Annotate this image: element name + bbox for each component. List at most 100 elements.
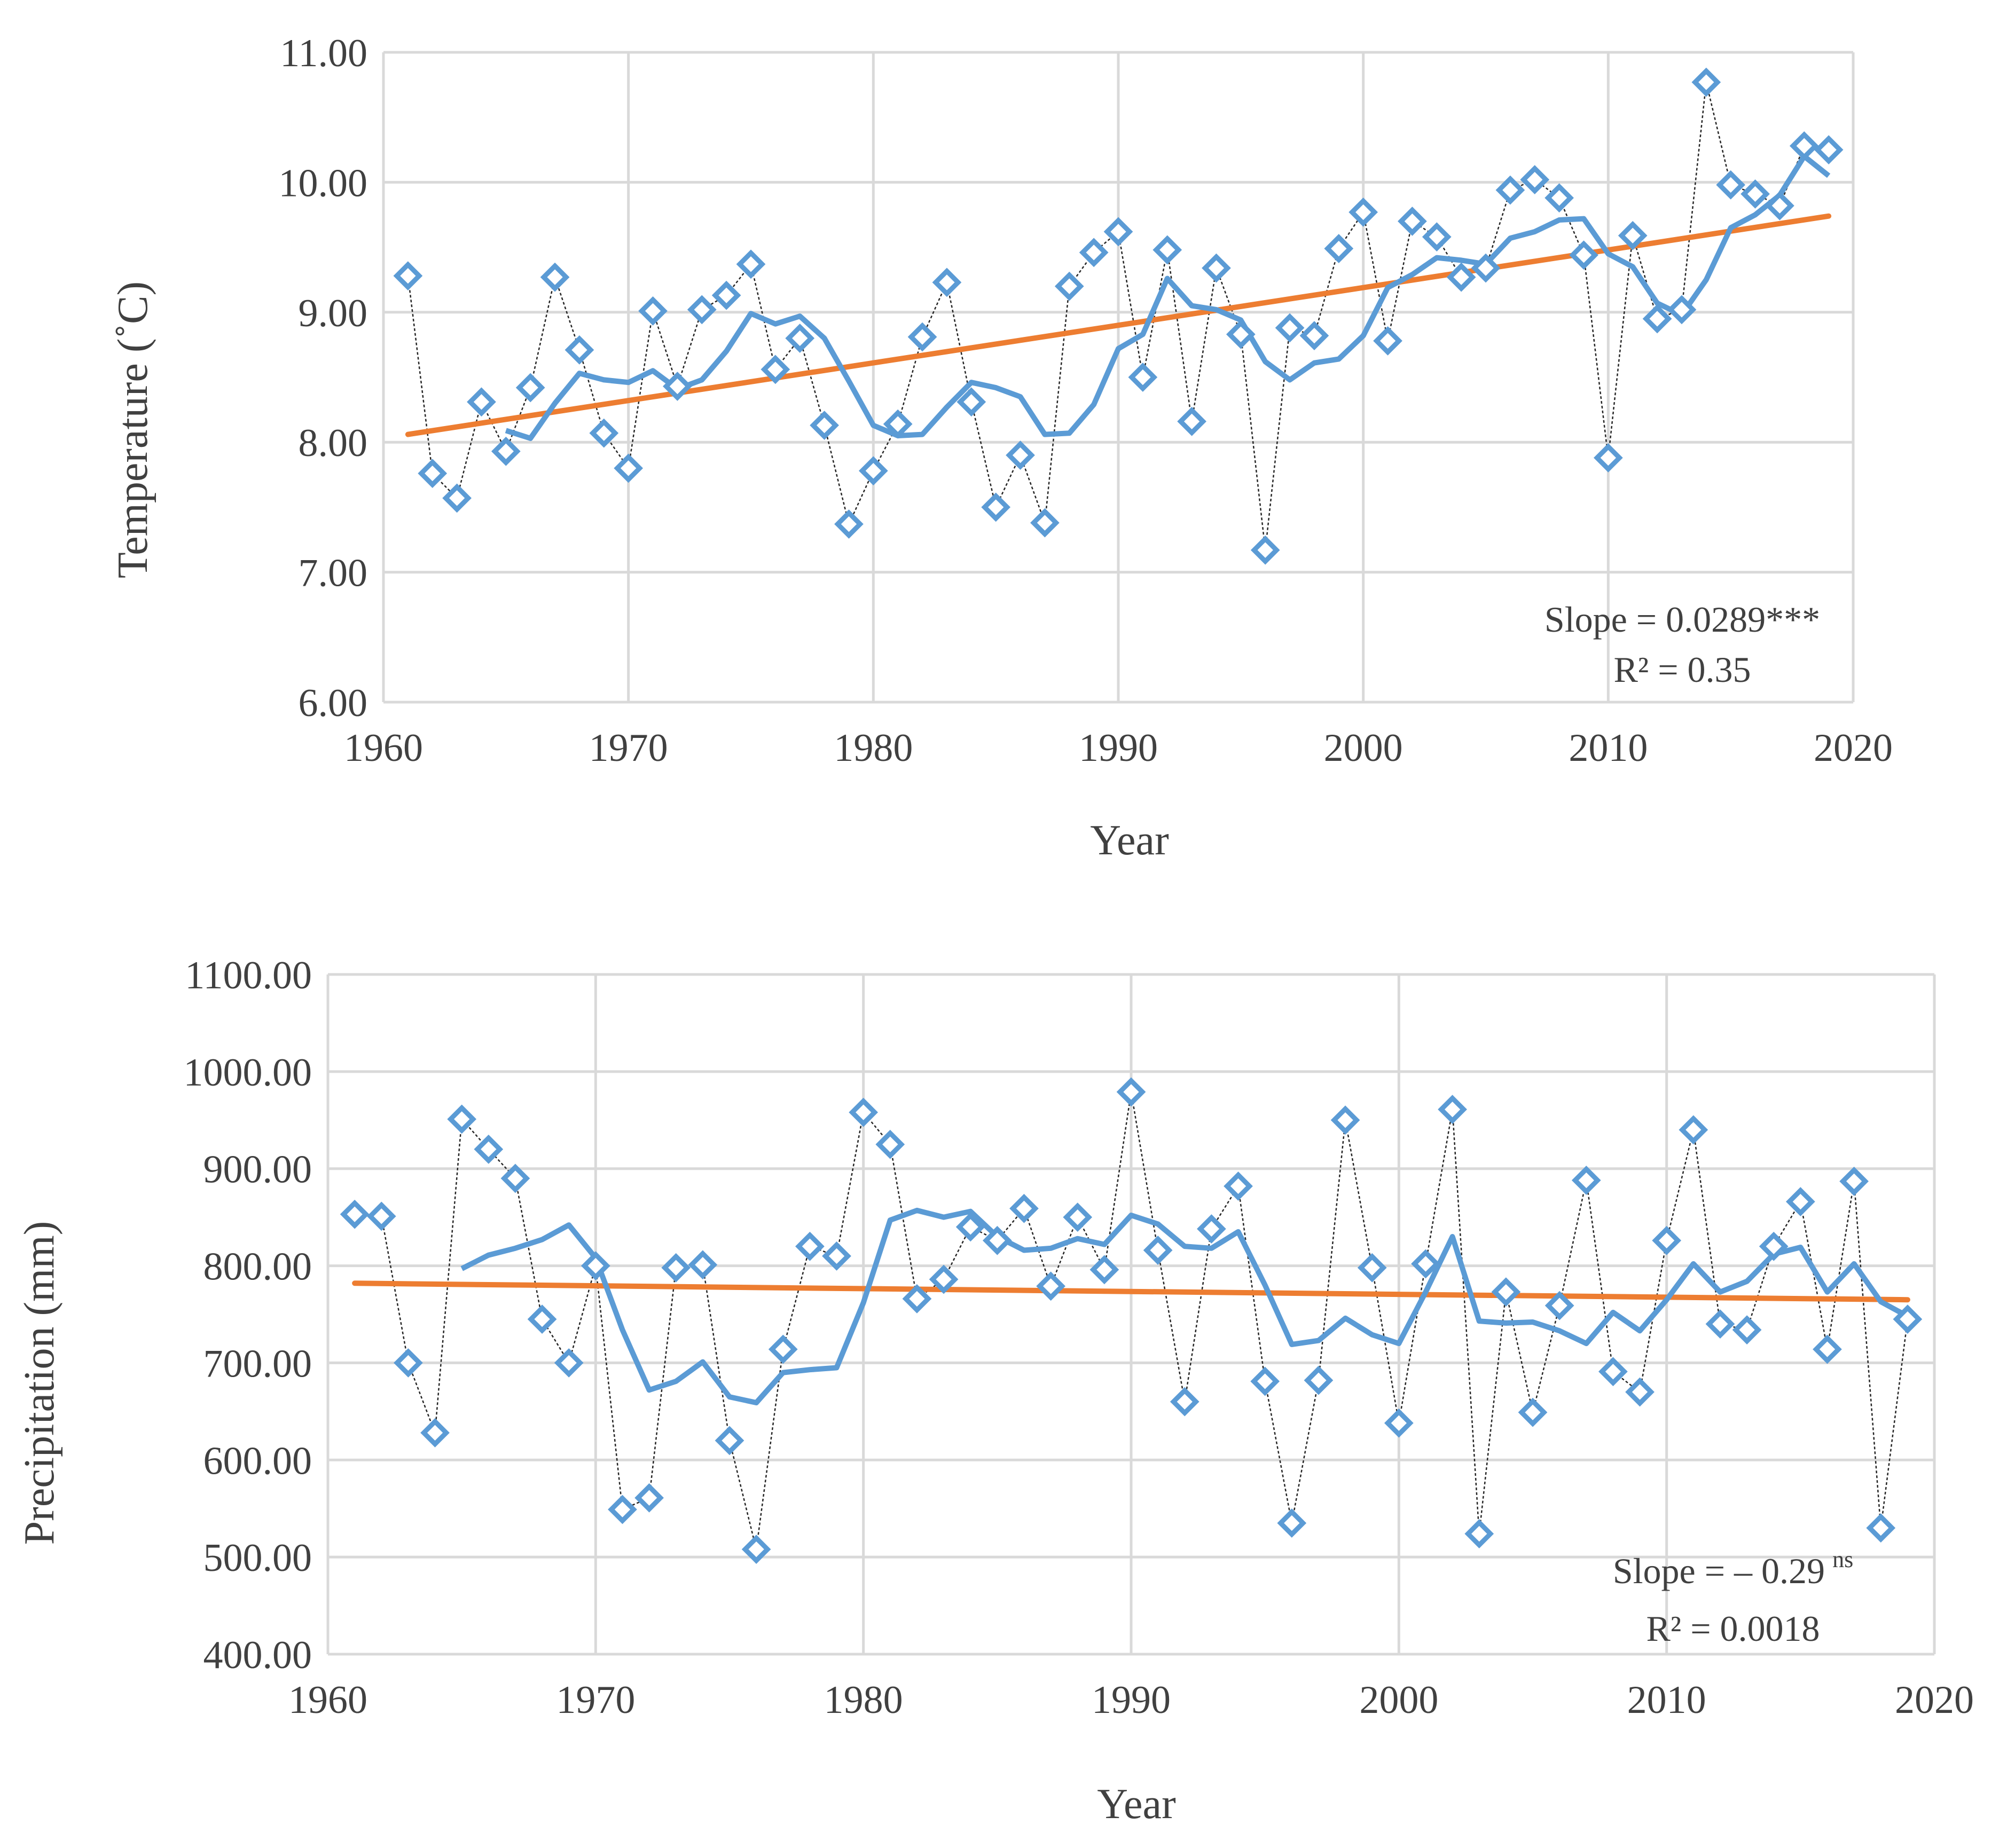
data-point-marker [768, 1334, 798, 1364]
x-tick-label: 2020 [1814, 726, 1893, 770]
y-tick-label: 6.00 [299, 681, 368, 725]
data-point-marker [1642, 304, 1672, 334]
data-point-marker [711, 280, 741, 310]
data-point-marker [1545, 183, 1574, 213]
data-point-marker [1170, 1387, 1200, 1417]
data-point-marker [1054, 271, 1084, 301]
data-point-marker [467, 387, 496, 417]
data-point-marker [638, 296, 668, 326]
data-point-marker [1464, 1519, 1494, 1548]
x-tick-label: 1960 [288, 1678, 367, 1722]
data-point-marker [1814, 135, 1844, 164]
data-point-marker [1716, 170, 1746, 200]
x-tick-label: 1990 [1079, 726, 1158, 770]
x-tick-label: 2000 [1359, 1678, 1438, 1722]
data-point-marker [1373, 326, 1402, 356]
data-point-marker [1732, 1315, 1762, 1344]
data-point-marker [741, 1535, 771, 1564]
data-point-marker [834, 509, 864, 539]
y-tick-label: 10.00 [279, 161, 368, 205]
slope-superscript: ns [1832, 1546, 1853, 1572]
data-point-marker [1036, 1271, 1065, 1301]
data-point-marker [1089, 1255, 1119, 1285]
observed-line [407, 82, 1829, 551]
data-point-marker [875, 1129, 905, 1159]
data-point-marker [955, 1212, 985, 1242]
data-point-marker [822, 1241, 851, 1271]
data-point-marker [1224, 1171, 1253, 1201]
data-point-marker [736, 249, 766, 279]
data-point-marker [1116, 1077, 1146, 1107]
data-point-marker [1866, 1513, 1896, 1543]
data-point-marker [394, 1348, 423, 1378]
data-point-marker [795, 1231, 825, 1261]
data-point-marker [442, 483, 472, 513]
data-point-marker [1006, 441, 1035, 470]
x-tick-label: 1970 [556, 1678, 635, 1722]
data-point-marker [1491, 1277, 1521, 1307]
data-point-marker [474, 1134, 504, 1164]
y-tick-label: 700.00 [203, 1342, 312, 1386]
y-tick-label: 7.00 [299, 552, 368, 595]
data-point-marker [1839, 1166, 1869, 1196]
data-point-marker [957, 387, 986, 417]
x-tick-label: 1990 [1092, 1678, 1171, 1722]
data-point-marker [1357, 1253, 1387, 1283]
moving-average-line [460, 1207, 1909, 1405]
data-point-marker [1569, 240, 1598, 270]
data-point-marker [393, 261, 423, 291]
data-point-marker [1384, 1408, 1414, 1438]
data-point-marker [1226, 319, 1256, 349]
data-point-marker [420, 1418, 450, 1448]
y-tick-label: 500.00 [203, 1536, 312, 1580]
data-point-marker [849, 1097, 879, 1127]
data-point-marker [929, 1264, 959, 1294]
data-point-marker [932, 268, 962, 297]
x-axis-label: Year [1097, 1781, 1175, 1828]
data-point-marker [1202, 253, 1231, 283]
slope-text: Slope = – 0.29 [1613, 1551, 1825, 1591]
data-point-marker [761, 355, 790, 384]
y-tick-label: 800.00 [203, 1245, 312, 1289]
data-point-marker [1446, 262, 1476, 292]
data-point-marker [1691, 67, 1721, 97]
data-point-marker [1304, 1365, 1334, 1395]
x-tick-label: 1970 [589, 726, 668, 770]
data-point-marker [1520, 165, 1550, 194]
data-point-marker [1299, 321, 1329, 350]
data-point-marker [1625, 1377, 1655, 1407]
x-tick-label: 2020 [1895, 1678, 1974, 1722]
data-point-marker [527, 1304, 557, 1334]
temperature-chart: 1960 1970 1980 1990 2000 2010 2020 6.00 7.00 8.00… [109, 32, 1893, 864]
data-point-marker [1741, 179, 1770, 209]
data-point-marker [883, 409, 913, 439]
data-point-marker [1250, 1366, 1280, 1396]
data-point-marker [366, 1201, 396, 1231]
data-point-marker [418, 459, 448, 488]
data-point-marker [614, 453, 644, 483]
data-point-marker [1785, 1187, 1815, 1216]
data-point-marker [1652, 1225, 1682, 1255]
y-axis-label: Temperature (˚C) [109, 281, 156, 578]
data-point-marker [785, 324, 815, 353]
x-tick-label: 1960 [344, 726, 423, 770]
slope-annotation: Slope = 0.0289*** [1545, 599, 1820, 640]
data-point-marker [1679, 1115, 1708, 1145]
moving-average-line [505, 153, 1831, 441]
data-point-marker [589, 418, 619, 448]
data-point-marker [500, 1163, 530, 1193]
r2-annotation: R² = 0.35 [1613, 649, 1751, 690]
y-axis-label: Precipitation (mm) [16, 1221, 63, 1545]
y-tick-label: 8.00 [299, 421, 368, 465]
data-point-marker [540, 262, 570, 292]
data-point-marker [1275, 313, 1305, 343]
data-point-marker [1030, 508, 1060, 538]
data-point-marker [1813, 1334, 1842, 1364]
data-point-marker [1422, 222, 1452, 251]
data-point-marker [982, 1225, 1012, 1255]
data-point-marker [1143, 1236, 1173, 1265]
data-point-marker [1471, 253, 1501, 283]
data-point-marker [661, 1253, 691, 1283]
y-tick-label: 1100.00 [185, 954, 312, 997]
